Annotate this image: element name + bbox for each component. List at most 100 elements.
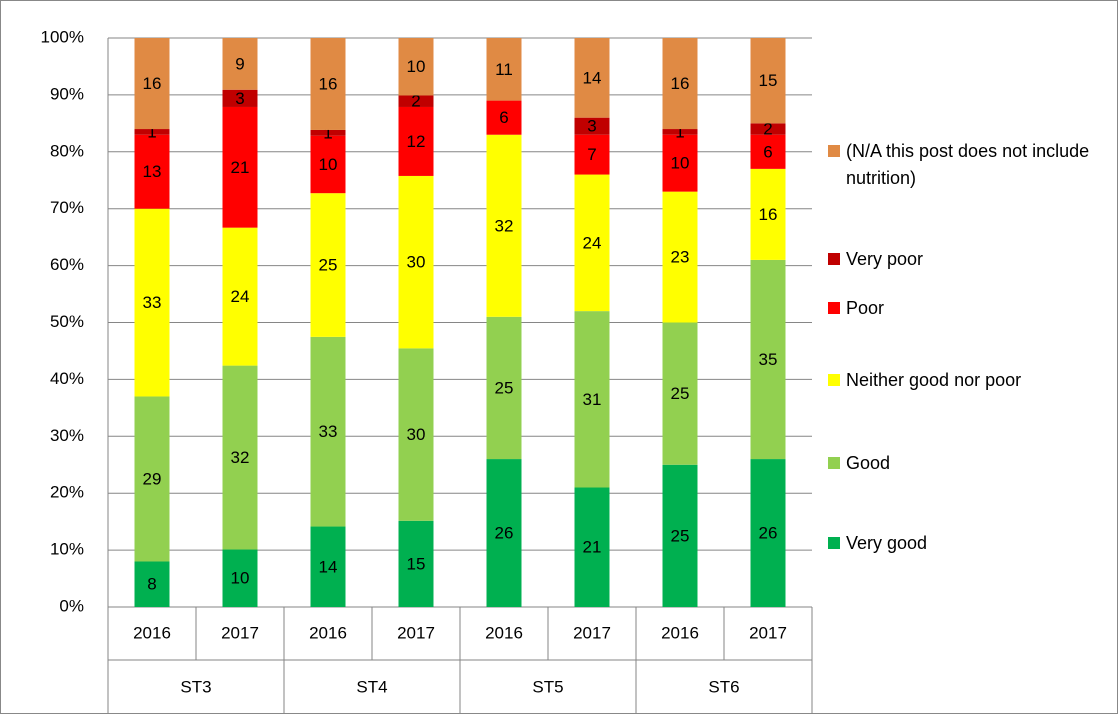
bar-segment	[574, 117, 610, 135]
bar-segment	[134, 129, 170, 135]
bar-segment	[310, 135, 346, 194]
bar-segment	[486, 100, 522, 135]
data-label: 6	[763, 142, 772, 161]
bar-segment	[662, 38, 698, 130]
y-tick-label: 90%	[50, 84, 84, 103]
bar-segment	[222, 38, 258, 90]
group-label: ST5	[532, 677, 563, 696]
legend-swatch	[828, 145, 840, 157]
bar-segment	[750, 123, 786, 135]
bar-segment	[486, 134, 522, 317]
data-label: 3	[235, 89, 244, 108]
group-label: ST3	[180, 677, 211, 696]
data-label: 8	[147, 575, 156, 594]
data-label: 15	[759, 71, 778, 90]
bar-segment	[574, 311, 610, 488]
data-label: 14	[583, 68, 602, 87]
data-label: 23	[671, 248, 690, 267]
data-label: 3	[587, 117, 596, 136]
y-tick-label: 50%	[50, 312, 84, 331]
data-label: 24	[583, 233, 602, 252]
data-label: 21	[583, 538, 602, 557]
legend-item: Very poor	[826, 246, 1116, 273]
data-label: 16	[143, 74, 162, 93]
x-tick-label: 2016	[309, 623, 347, 642]
data-label: 31	[583, 390, 602, 409]
bar-segment	[750, 259, 786, 460]
legend-swatch	[828, 537, 840, 549]
data-label: 11	[495, 60, 513, 79]
legend-item: Poor	[826, 295, 1116, 322]
data-label: 1	[323, 123, 332, 142]
data-label: 10	[231, 569, 250, 588]
bar-segment	[134, 396, 170, 562]
data-label: 25	[671, 384, 690, 403]
legend-label: Good	[846, 453, 891, 473]
data-label: 10	[407, 57, 426, 76]
y-tick-label: 70%	[50, 198, 84, 217]
x-tick-label: 2016	[485, 623, 523, 642]
data-label: 15	[407, 554, 426, 573]
data-label: 35	[759, 350, 778, 369]
y-tick-label: 100%	[41, 27, 84, 46]
data-label: 16	[759, 205, 778, 224]
legend-item: Neither good nor poor	[826, 367, 1116, 394]
data-label: 32	[495, 216, 514, 235]
legend-item: Good	[826, 450, 1116, 477]
data-label: 30	[407, 425, 426, 444]
x-tick-label: 2016	[661, 623, 699, 642]
bar-segment	[486, 38, 522, 101]
legend-swatch	[828, 457, 840, 469]
data-label: 16	[671, 74, 690, 93]
bar-segment	[662, 191, 698, 323]
legend-label: Very good	[846, 533, 928, 553]
bar-segment	[574, 174, 610, 312]
legend-label: Poor	[846, 298, 885, 318]
bar-segment	[574, 134, 610, 175]
bar-segment	[398, 175, 434, 349]
data-label: 10	[671, 154, 690, 173]
x-tick-label: 2016	[133, 623, 171, 642]
data-label: 13	[143, 162, 162, 181]
bar-segment	[486, 459, 522, 607]
bar-segment	[398, 106, 434, 176]
legend-item: Very good	[826, 530, 1116, 557]
data-label: 25	[671, 526, 690, 545]
legend-swatch	[828, 302, 840, 314]
bar-segment	[310, 129, 346, 136]
data-label: 1	[675, 122, 684, 141]
y-tick-label: 40%	[50, 369, 84, 388]
y-tick-label: 20%	[50, 483, 84, 502]
data-label: 26	[759, 524, 778, 543]
bar-segment	[134, 561, 170, 607]
data-label: 21	[231, 158, 250, 177]
bar-segment	[662, 464, 698, 607]
bar-segment	[222, 549, 258, 607]
data-label: 32	[231, 448, 250, 467]
data-label: 33	[319, 422, 338, 441]
data-label: 16	[319, 74, 338, 93]
bar-segment	[222, 227, 258, 366]
x-tick-label: 2017	[749, 623, 787, 642]
data-label: 25	[319, 256, 338, 275]
data-label: 10	[319, 155, 338, 174]
bar-segment	[750, 134, 786, 169]
bar-segment	[398, 520, 434, 607]
bar-segment	[398, 95, 434, 107]
bar-segment	[750, 38, 786, 124]
bar-segment	[134, 208, 170, 397]
data-label: 33	[143, 293, 162, 312]
bar-segment	[398, 38, 434, 96]
bar-segment	[134, 134, 170, 209]
data-label: 1	[147, 122, 156, 141]
bar-segment	[574, 38, 610, 118]
bar-segment	[310, 526, 346, 607]
bar-segment	[222, 365, 258, 550]
bar-segment	[310, 336, 346, 527]
legend-swatch	[828, 253, 840, 265]
y-tick-label: 0%	[59, 596, 84, 615]
bar-segment	[750, 459, 786, 607]
bar-segment	[750, 168, 786, 260]
legend-item: (N/A this post does not include nutritio…	[826, 138, 1116, 192]
